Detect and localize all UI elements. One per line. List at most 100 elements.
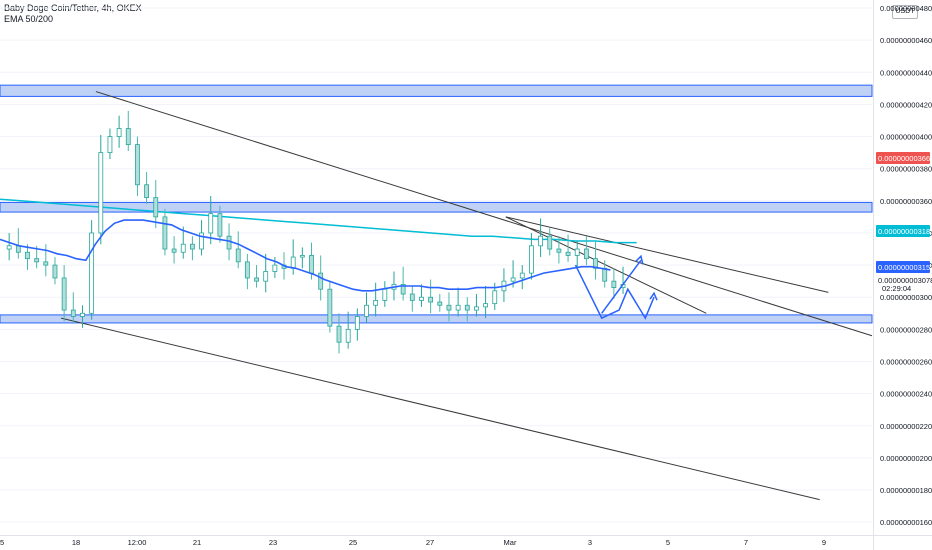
indicator-label[interactable]: EMA 50/200 [4, 14, 54, 24]
candle-body [474, 306, 479, 311]
candle-body [25, 251, 30, 260]
candle-body [309, 255, 314, 274]
candle-body [61, 277, 67, 311]
candle-body [70, 309, 76, 317]
candle-body [272, 264, 278, 272]
x-tick-label: 25 [349, 538, 357, 547]
y-tick-label: 0.000000004400 [880, 68, 932, 77]
candle-body [43, 261, 49, 266]
y-tick-label: 0.000000003800 [880, 165, 932, 174]
projection-path [601, 259, 642, 314]
price-tag [876, 225, 930, 237]
candle-body [327, 288, 333, 327]
x-tick-label: 23 [269, 538, 277, 547]
y-tick-label: 0.000000002200 [880, 422, 932, 431]
x-tick-label: 21 [193, 538, 201, 547]
candle-body [116, 128, 122, 137]
candle-body [602, 267, 608, 282]
candle-body [162, 216, 168, 250]
ema200-line [0, 198, 637, 244]
support-resistance-zone [0, 84, 873, 97]
candle-body [428, 296, 434, 303]
projection-arrow [635, 254, 644, 265]
candle-body [263, 271, 269, 282]
candle-body [519, 272, 525, 279]
candle-body [153, 197, 159, 218]
x-tick-label: 3 [588, 538, 592, 547]
x-tick-label: 7 [744, 538, 748, 547]
candle-body [80, 312, 85, 317]
candle-body [538, 235, 543, 247]
trendline [95, 91, 873, 337]
y-tick-label: 0.000000004000 [880, 133, 932, 142]
price-tag [876, 261, 930, 273]
countdown-label: 02:29:04 [882, 284, 911, 293]
candle-body [345, 328, 351, 343]
x-tick-label: 5 [666, 538, 670, 547]
y-tick-label: 0.000000001800 [880, 486, 932, 495]
candle-body [492, 290, 498, 305]
x-tick-label: 18 [72, 538, 80, 547]
projection-path [574, 264, 655, 320]
candle-body [290, 256, 296, 269]
ema50-line [0, 219, 611, 292]
price-tag-label: 0.000000003183 [878, 227, 932, 236]
price-tag [876, 274, 930, 286]
candle-body [419, 296, 424, 301]
candle-body [373, 300, 379, 306]
candle-body [565, 251, 571, 256]
candle-body [144, 184, 149, 199]
candle-body [34, 258, 40, 263]
candle-body [318, 272, 324, 290]
currency-button[interactable]: USDT [892, 5, 918, 19]
candle-body [483, 303, 489, 308]
candle-body [611, 280, 617, 288]
projection-arrow [649, 291, 658, 301]
y-tick-label: 0.000000002000 [880, 454, 932, 463]
y-tick-label: 0.000000002400 [880, 390, 932, 399]
candle-body [98, 152, 104, 234]
price-tag-label: 0.000000003151 [878, 263, 932, 272]
candle-body [529, 245, 534, 274]
candle-body [6, 245, 12, 250]
support-resistance-zone [0, 201, 873, 213]
candle-body [354, 316, 360, 330]
candle-body [52, 264, 58, 279]
candle-body [125, 128, 131, 145]
y-tick-label: 0.000000003600 [880, 197, 932, 206]
x-tick-label: 9 [822, 538, 826, 547]
candle-body [254, 277, 259, 282]
candle-body [107, 136, 113, 154]
y-tick-label: 0.000000002600 [880, 357, 932, 366]
y-tick-label: 0.000000003000 [880, 293, 932, 302]
candle-body [556, 248, 562, 253]
x-tick-label: Mar [504, 538, 517, 547]
candle-body [226, 235, 232, 250]
candle-body [15, 245, 21, 253]
candle-body [455, 304, 461, 311]
y-tick-label: 0.000000001600 [880, 518, 932, 527]
candle-body [364, 304, 369, 317]
y-tick-label: 0.000000004200 [880, 100, 932, 109]
candle-body [190, 243, 195, 250]
candle-body [510, 277, 516, 282]
price-tag-label: 0.000000003078 [878, 276, 932, 285]
candle-body [89, 232, 95, 314]
candle-body [437, 301, 443, 306]
trendline [505, 216, 707, 314]
candle-body [574, 248, 580, 256]
price-tag-label: 0.000000003664 [878, 154, 932, 163]
candle-body [180, 243, 186, 253]
trendline [60, 317, 820, 501]
candle-body [382, 288, 388, 301]
support-resistance-zone [0, 314, 873, 324]
candle-body [400, 283, 406, 295]
candle-body [299, 255, 305, 258]
y-tick-label: 0.000000004800 [880, 4, 932, 13]
candle-body [235, 248, 241, 263]
candle-body [244, 261, 250, 279]
candle-body [199, 232, 204, 250]
candle-body [217, 213, 223, 237]
